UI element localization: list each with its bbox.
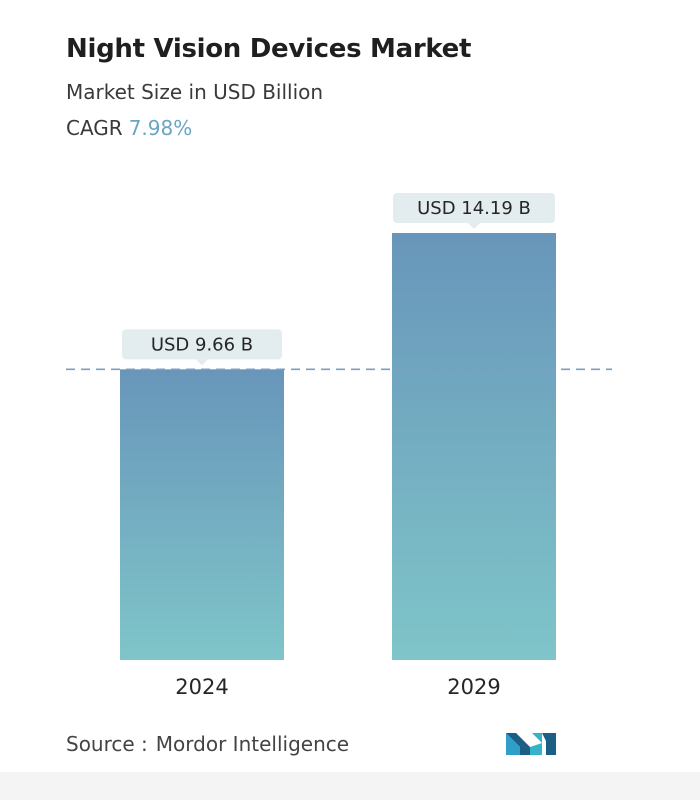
data-label-2024: USD 9.66 B: [122, 329, 282, 366]
data-label-pointer: [468, 223, 480, 229]
cagr-value: 7.98%: [128, 116, 193, 140]
data-label-text: USD 9.66 B: [151, 334, 253, 355]
chart-card: Night Vision Devices Market Market Size …: [0, 0, 700, 772]
source-name: Mordor Intelligence: [155, 732, 350, 756]
chart-subtitle: Market Size in USD Billion: [66, 80, 324, 104]
cagr-label: CAGR: [66, 116, 123, 140]
data-label-pointer: [196, 359, 208, 366]
mordor-intelligence-logo-icon: [506, 733, 556, 755]
source-label: Source :: [66, 732, 148, 756]
data-label-box: [393, 193, 555, 223]
bar-2029: [392, 233, 556, 660]
data-label-box: [122, 329, 282, 360]
x-tick-label-2024: 2024: [175, 675, 228, 699]
bar-2024: [120, 369, 284, 660]
source-line: Source : Mordor Intelligence: [66, 732, 349, 756]
data-label-text: USD 14.19 B: [417, 198, 531, 219]
plot-area: USD 9.66 B USD 14.19 B 2024 2029: [66, 193, 612, 699]
cagr-line: CAGR 7.98%: [66, 116, 192, 140]
x-tick-label-2029: 2029: [447, 675, 500, 699]
data-label-2029: USD 14.19 B: [393, 193, 555, 229]
bar-chart: USD 9.66 B USD 14.19 B 2024 2029: [66, 193, 612, 699]
chart-title: Night Vision Devices Market: [66, 34, 472, 64]
